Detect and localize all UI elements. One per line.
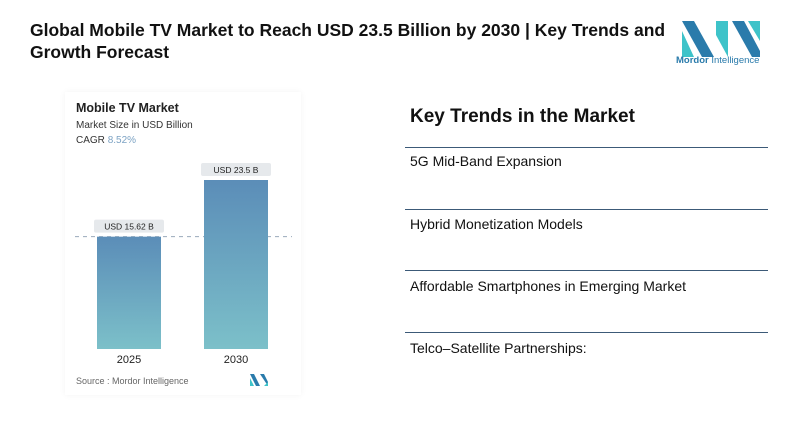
cagr-value: 8.52% — [107, 135, 137, 146]
trend-item: Telco–Satellite Partnerships: — [410, 340, 587, 356]
data-label-bg — [201, 163, 271, 176]
divider — [405, 209, 768, 210]
page-title: Global Mobile TV Market to Reach USD 23.… — [30, 20, 666, 62]
chart-subtitle: Market Size in USD Billion — [76, 120, 193, 131]
bar-2025 — [97, 236, 161, 349]
divider — [405, 147, 768, 148]
trend-item: Hybrid Monetization Models — [410, 216, 583, 232]
key-trends-heading: Key Trends in the Market — [410, 106, 635, 127]
x-tick-label: 2025 — [117, 354, 141, 366]
source-logo-icon — [250, 374, 268, 386]
divider — [405, 270, 768, 271]
chart-title: Mobile TV Market — [76, 101, 179, 115]
data-label: USD 15.62 B — [104, 222, 154, 232]
data-label-bg — [94, 219, 164, 233]
trend-item: 5G Mid-Band Expansion — [410, 153, 562, 169]
cagr: CAGR 8.52% — [76, 135, 137, 146]
x-tick-label: 2030 — [224, 354, 248, 366]
mordor-intelligence-logo — [682, 21, 760, 57]
divider — [405, 332, 768, 333]
logo-text: Mordor Intelligence — [676, 55, 760, 66]
chart-source: Source : Mordor Intelligence — [76, 376, 189, 386]
data-label: USD 23.5 B — [214, 165, 259, 175]
trend-item: Affordable Smartphones in Emerging Marke… — [410, 278, 686, 294]
bar-2030 — [204, 180, 268, 349]
